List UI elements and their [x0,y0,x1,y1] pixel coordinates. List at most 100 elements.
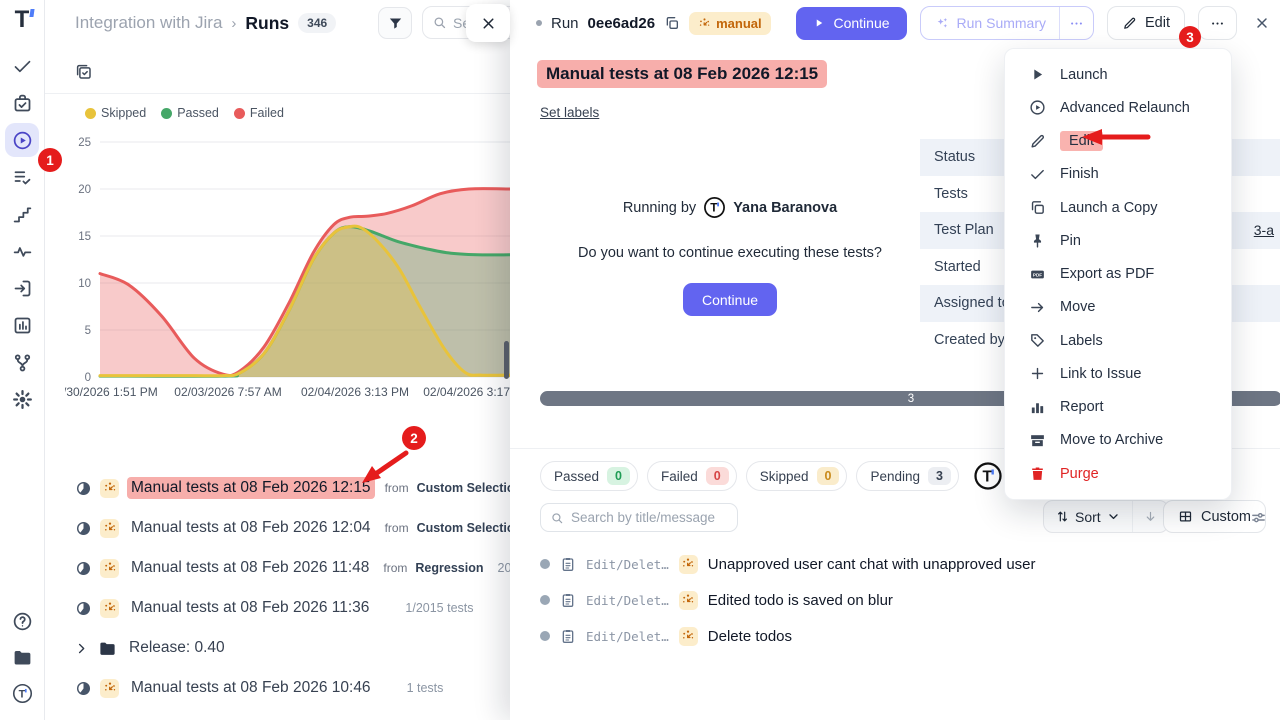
assignee-avatar[interactable]: T [973,461,1003,491]
sidebar-item-steps[interactable] [5,197,39,231]
status-chip[interactable]: Failed 0 [646,461,737,491]
run-list-item[interactable]: Manual tests at 08 Feb 2026 10:46 1 test… [45,668,510,708]
sidebar-item-list-check[interactable] [5,160,39,194]
avatar: T [703,196,726,219]
run-list-item[interactable]: Manual tests at 08 Feb 2026 11:36 1/2015… [45,588,510,628]
run-title[interactable]: Manual tests at 08 Feb 2026 11:36 [131,599,370,616]
test-list-item[interactable]: Edit/Delet… Unapproved user cant chat wi… [540,546,1260,582]
legend-item[interactable]: Failed [233,106,284,120]
menu-item[interactable]: Purge [1005,458,1231,489]
chevron-right-icon[interactable] [75,642,88,655]
running-spinner-icon [100,478,119,498]
tests-list: Edit/Delet… Unapproved user cant chat wi… [540,546,1260,654]
menu-item[interactable]: Report [1005,392,1231,423]
tests-search[interactable] [540,503,738,532]
sort-button[interactable]: Sort [1044,501,1132,532]
run-title-highlighted: Manual tests at 08 Feb 2026 12:15 [537,60,828,88]
menu-item[interactable]: Link to Issue [1005,358,1231,389]
run-list-item[interactable]: Manual tests at 08 Feb 2026 11:48 from R… [45,548,510,588]
continue-button[interactable]: Continue [796,6,907,40]
close-panel-button[interactable] [1254,15,1270,31]
sidebar-item-import[interactable] [5,271,39,305]
svg-text:15: 15 [78,231,91,243]
detail-label: Test Plan [934,222,994,239]
status-chip-count: 0 [607,467,630,485]
menu-item-icon [1029,299,1046,316]
sidebar-item-runs[interactable] [5,123,39,157]
run-summary-more-button[interactable] [1059,7,1093,39]
copy-run-id-button[interactable] [664,15,680,31]
run-source: Custom Selection [416,481,510,495]
test-title: Unapproved user cant chat with unapprove… [707,555,1036,573]
svg-text:T: T [18,688,25,700]
sidebar-item-account[interactable]: T [5,676,39,710]
menu-item[interactable]: Launch a Copy [1005,192,1231,223]
run-title[interactable]: Manual tests at 08 Feb 2026 10:46 [131,679,371,696]
status-chip[interactable]: Pending 3 [856,461,959,491]
custom-view-button[interactable]: Custom [1163,500,1266,533]
menu-item[interactable]: Labels [1005,325,1231,356]
sort-direction-button[interactable] [1131,501,1168,532]
menu-item-icon [1029,199,1046,216]
run-list-item[interactable]: Manual tests at 08 Feb 2026 12:15 from C… [45,468,510,508]
sidebar-item-branch[interactable] [5,345,39,379]
runs-page: Integration with Jira › Runs 346 Skipped… [45,0,510,720]
status-chip-count: 0 [816,467,840,485]
menu-item-icon [1029,99,1046,116]
sort-control: Sort [1043,500,1169,533]
status-chip[interactable]: Skipped 0 [745,461,848,491]
menu-item-icon [1029,133,1046,150]
menu-item[interactable]: Advanced Relaunch [1005,92,1231,123]
arrow-down-icon [1144,510,1157,523]
tests-search-input[interactable] [571,510,721,525]
menu-item[interactable]: Launch [1005,59,1231,90]
legend-item[interactable]: Skipped [85,106,146,120]
search-clear-button[interactable] [466,4,510,42]
filter-button[interactable] [378,7,412,39]
detail-value-link[interactable]: 3-a [1253,222,1274,239]
svg-text:0: 0 [85,372,91,384]
legend-item[interactable]: Passed [161,106,219,120]
sidebar-item-settings[interactable] [5,382,39,416]
more-actions-button[interactable] [1198,6,1237,40]
run-title[interactable]: Manual tests at 08 Feb 2026 12:15 [127,477,375,499]
view-settings-button[interactable] [1241,502,1275,532]
sidebar-item-projects[interactable] [5,640,39,674]
edit-button[interactable]: Edit [1107,6,1185,40]
sidebar-item-check[interactable] [5,49,39,83]
sidebar-item-analytics[interactable] [5,308,39,342]
test-suite-name: Edit/Delet… [586,556,669,572]
svg-text:02/04/2026 3:17: 02/04/2026 3:17 [423,385,510,399]
run-title[interactable]: Manual tests at 08 Feb 2026 11:48 [131,559,370,576]
sidebar-item-pulse[interactable] [5,234,39,268]
run-actions-menu: Launch Advanced Relaunch Edit Finish Lau… [1004,48,1232,500]
sidebar-item-suitcase[interactable] [5,86,39,120]
detail-row: Tests [920,176,1280,213]
run-title[interactable]: Release: 0.40 [129,639,225,656]
test-list-item[interactable]: Edit/Delet… Edited todo is saved on blur [540,582,1260,618]
run-from-label: from [384,521,409,535]
run-tests-count: 2015 tests [497,561,511,575]
menu-item[interactable]: Finish [1005,159,1231,190]
continue-center-button[interactable]: Continue [682,283,778,316]
breadcrumb-project[interactable]: Integration with Jira [75,13,223,32]
menu-item[interactable]: PDF Export as PDF [1005,259,1231,290]
menu-item[interactable]: Move [1005,292,1231,323]
run-title[interactable]: Manual tests at 08 Feb 2026 12:04 [131,519,371,536]
run-list-item[interactable]: Release: 0.40 [45,628,510,668]
sidebar-item-help[interactable] [5,604,39,638]
run-summary-button[interactable]: Run Summary [919,6,1094,40]
test-list-item[interactable]: Edit/Delet… Delete todos [540,618,1260,654]
funnel-icon [387,15,404,32]
menu-item[interactable]: Move to Archive [1005,425,1231,456]
app-logo[interactable]: T [15,8,35,32]
menu-item[interactable]: Pin [1005,225,1231,256]
set-labels-link[interactable]: Set labels [540,105,600,120]
detail-label: Tests [934,185,968,202]
menu-item[interactable]: Edit [1005,126,1231,157]
status-chip[interactable]: Passed 0 [540,461,638,491]
sliders-icon [1250,509,1267,526]
run-list-item[interactable]: Manual tests at 08 Feb 2026 12:04 from C… [45,508,510,548]
select-all-icon[interactable] [75,63,93,81]
scrollbar-thumb[interactable] [504,341,509,379]
